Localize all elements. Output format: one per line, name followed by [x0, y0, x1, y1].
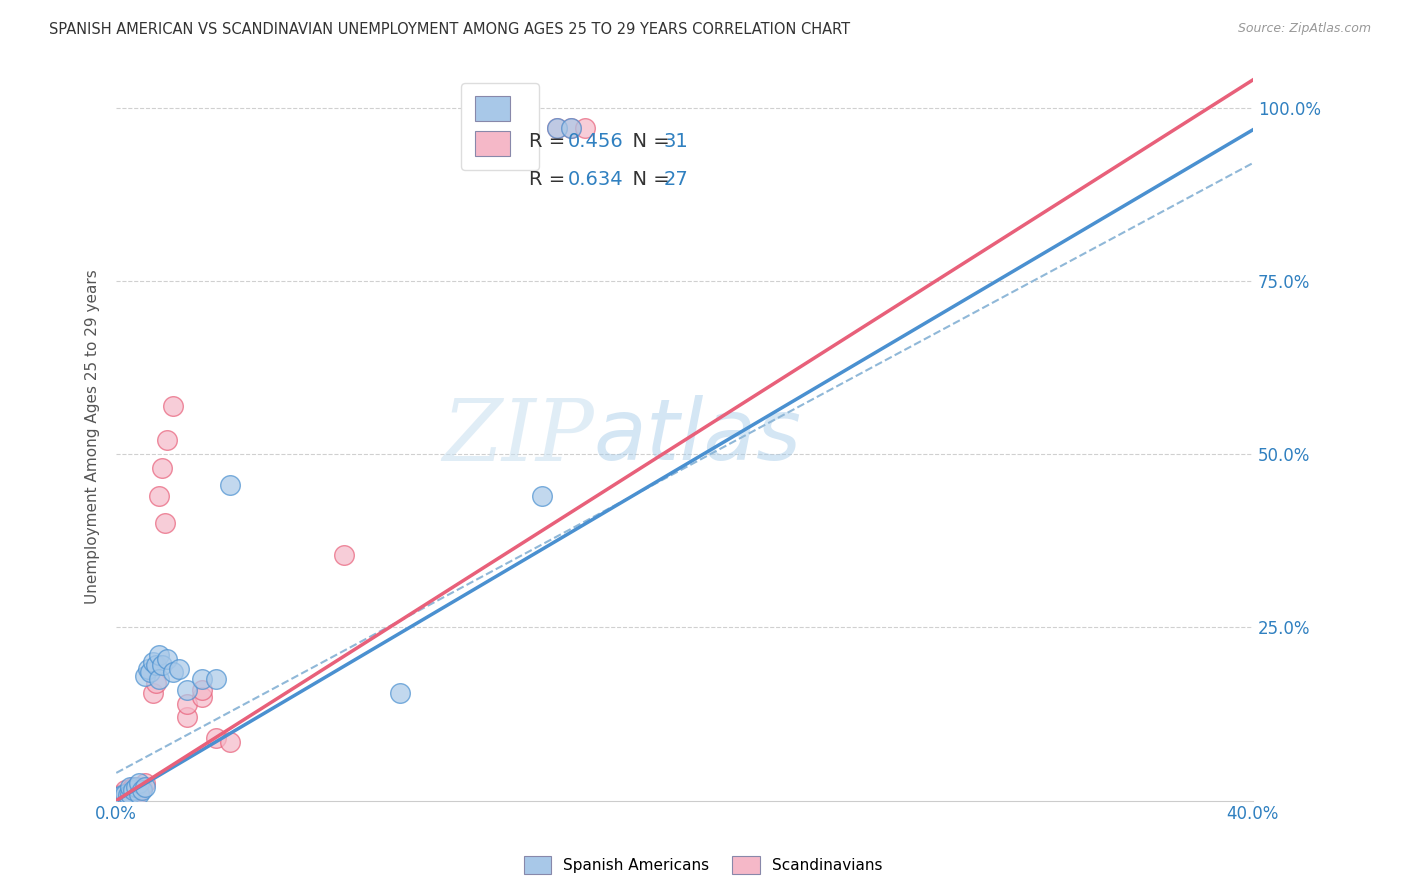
- Point: [120, 780, 142, 794]
- Point: [131, 783, 153, 797]
- Point: [560, 121, 582, 136]
- Point: [148, 648, 170, 662]
- Point: [114, 783, 136, 797]
- Point: [142, 655, 165, 669]
- Point: [136, 662, 159, 676]
- Point: [148, 489, 170, 503]
- Point: [204, 731, 226, 746]
- Text: 0.634: 0.634: [568, 169, 624, 189]
- Point: [167, 662, 190, 676]
- Text: ZIP: ZIP: [441, 395, 593, 478]
- Text: 27: 27: [664, 169, 689, 189]
- Point: [156, 651, 179, 665]
- Point: [190, 673, 212, 687]
- Point: [125, 780, 148, 794]
- Text: R =: R =: [529, 132, 571, 151]
- Text: 0.456: 0.456: [568, 132, 624, 151]
- Point: [134, 780, 156, 794]
- Point: [574, 121, 596, 136]
- Legend: Spanish Americans, Scandinavians: Spanish Americans, Scandinavians: [517, 850, 889, 880]
- Point: [108, 790, 131, 805]
- Point: [176, 710, 198, 724]
- Point: [560, 121, 582, 136]
- Text: 31: 31: [664, 132, 689, 151]
- Point: [142, 686, 165, 700]
- Point: [176, 682, 198, 697]
- Point: [190, 690, 212, 704]
- Point: [111, 787, 134, 801]
- Point: [125, 788, 148, 802]
- Point: [546, 121, 568, 136]
- Point: [117, 790, 139, 805]
- Point: [128, 776, 150, 790]
- Point: [134, 669, 156, 683]
- Point: [150, 461, 173, 475]
- Point: [162, 399, 184, 413]
- Point: [145, 658, 167, 673]
- Point: [120, 787, 142, 801]
- Point: [131, 780, 153, 794]
- Point: [153, 516, 176, 531]
- Text: R =: R =: [529, 169, 571, 189]
- Point: [122, 783, 145, 797]
- Point: [219, 478, 242, 492]
- Point: [162, 665, 184, 680]
- Point: [389, 686, 412, 700]
- Text: Source: ZipAtlas.com: Source: ZipAtlas.com: [1237, 22, 1371, 36]
- Point: [531, 489, 554, 503]
- Point: [150, 658, 173, 673]
- Point: [332, 548, 354, 562]
- Point: [111, 788, 134, 802]
- Point: [176, 697, 198, 711]
- Point: [219, 735, 242, 749]
- Point: [134, 776, 156, 790]
- Point: [122, 780, 145, 794]
- Point: [108, 790, 131, 805]
- Text: N =: N =: [620, 169, 676, 189]
- Text: N =: N =: [620, 132, 676, 151]
- Text: atlas: atlas: [593, 395, 801, 478]
- Point: [117, 788, 139, 802]
- Point: [145, 675, 167, 690]
- Point: [128, 783, 150, 797]
- Point: [204, 673, 226, 687]
- Point: [114, 787, 136, 801]
- Point: [156, 434, 179, 448]
- Point: [190, 682, 212, 697]
- Text: SPANISH AMERICAN VS SCANDINAVIAN UNEMPLOYMENT AMONG AGES 25 TO 29 YEARS CORRELAT: SPANISH AMERICAN VS SCANDINAVIAN UNEMPLO…: [49, 22, 851, 37]
- Legend: , : ,: [461, 83, 538, 169]
- Point: [148, 673, 170, 687]
- Point: [128, 787, 150, 801]
- Y-axis label: Unemployment Among Ages 25 to 29 years: Unemployment Among Ages 25 to 29 years: [86, 269, 100, 604]
- Point: [139, 665, 162, 680]
- Point: [546, 121, 568, 136]
- Point: [120, 783, 142, 797]
